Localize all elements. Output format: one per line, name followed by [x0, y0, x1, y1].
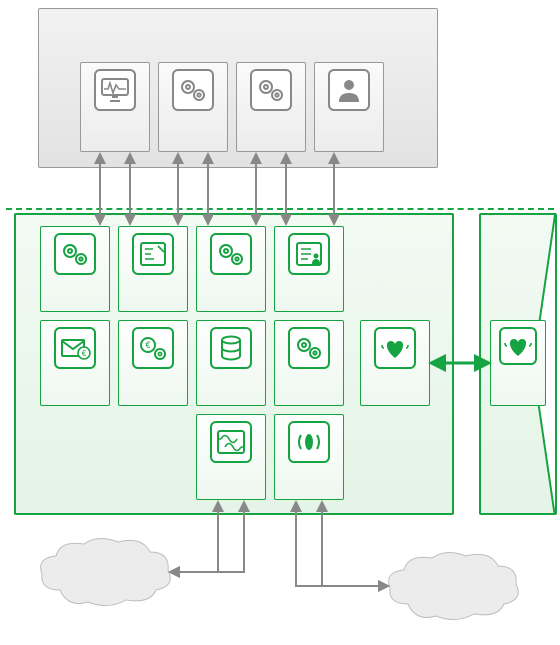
gears-icon — [54, 233, 96, 275]
op-item-bss — [236, 62, 306, 152]
mod-media-relay — [196, 414, 266, 500]
monitor-icon — [94, 69, 136, 111]
mod-billing: € — [40, 320, 110, 406]
heart-icon — [374, 327, 416, 369]
mod-csc-panel — [274, 226, 344, 312]
heart-icon — [499, 327, 537, 365]
op-item-csc — [314, 62, 384, 152]
cloud-peerings-label — [408, 570, 498, 610]
panel-icon — [132, 233, 174, 275]
person-icon — [328, 69, 370, 111]
operator-title — [39, 9, 437, 29]
gears-icon — [288, 327, 330, 369]
mod-snmp — [40, 226, 110, 312]
wave-icon — [210, 421, 252, 463]
signal-icon — [288, 421, 330, 463]
op-item-oss — [158, 62, 228, 152]
gears-icon — [172, 69, 214, 111]
mod-ha — [360, 320, 430, 406]
mod-ossbss — [274, 320, 344, 406]
mod-mediation: € — [118, 320, 188, 406]
mod-database — [196, 320, 266, 406]
svg-text:€: € — [82, 349, 87, 358]
mod-admin — [118, 226, 188, 312]
euro-gear-icon: € — [132, 327, 174, 369]
form-icon — [288, 233, 330, 275]
gears-icon — [250, 69, 292, 111]
mail-euro-icon: € — [54, 327, 96, 369]
db-icon — [210, 327, 252, 369]
svg-text:€: € — [145, 340, 150, 350]
north-bound-line — [6, 208, 554, 210]
mod-sip-signal — [274, 414, 344, 500]
mod-ha-node2 — [490, 320, 546, 406]
op-item-noc — [80, 62, 150, 152]
cloud-endpoints-label — [58, 556, 148, 596]
gears-icon — [210, 233, 252, 275]
mod-soap — [196, 226, 266, 312]
